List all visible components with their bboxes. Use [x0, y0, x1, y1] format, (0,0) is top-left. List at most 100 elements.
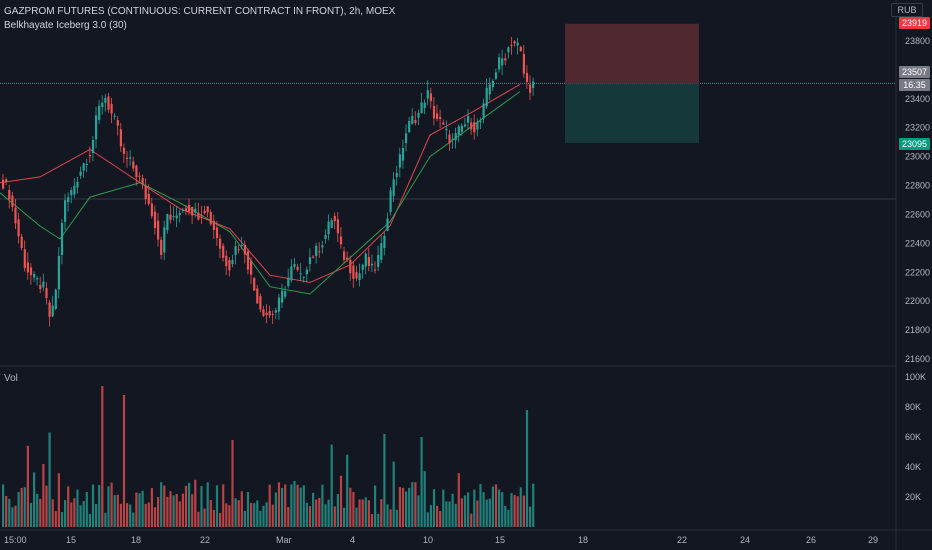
candle-body — [358, 273, 361, 280]
volume-bar — [432, 489, 436, 527]
candle-body — [107, 96, 110, 110]
volume-bar — [488, 498, 491, 527]
time-axis-label: 22 — [677, 535, 687, 545]
price-axis-label: 22400 — [905, 238, 930, 248]
candle-body — [222, 245, 225, 258]
volume-bar — [389, 509, 392, 527]
volume-bar — [271, 504, 274, 527]
candle-body — [364, 253, 367, 267]
price-axis-label: 22200 — [905, 267, 930, 277]
candle-body — [73, 185, 76, 195]
currency-label[interactable]: RUB — [891, 3, 923, 17]
candle-body — [296, 266, 299, 270]
candle-body — [95, 115, 98, 140]
volume-bar — [5, 495, 8, 527]
price-axis-label: 23400 — [905, 94, 930, 104]
volume-bar — [333, 506, 336, 527]
volume-bar — [482, 492, 485, 527]
volume-bar — [157, 497, 160, 527]
volume-bar — [42, 463, 45, 527]
candle-body — [281, 290, 284, 303]
candle-body — [246, 251, 250, 270]
candle-body — [336, 219, 339, 234]
candle-body — [498, 57, 501, 70]
candle-body — [138, 175, 141, 177]
candle-body — [60, 222, 64, 255]
price-axis-label: 22600 — [905, 209, 930, 219]
volume-bar — [429, 505, 432, 527]
volume-bar — [98, 485, 101, 527]
candle-body — [274, 310, 277, 313]
candle-body — [88, 154, 91, 157]
volume-bar — [172, 495, 175, 527]
candle-body — [178, 213, 181, 216]
volume-bar — [113, 495, 116, 527]
candle-body — [529, 84, 532, 93]
volume-bar — [293, 480, 296, 527]
candle-body — [460, 125, 463, 132]
candle-body — [339, 236, 343, 245]
volume-bar — [463, 495, 467, 527]
candle-body — [467, 116, 470, 123]
candle-body — [501, 58, 504, 66]
position-stop-zone — [565, 83, 699, 143]
volume-bar — [107, 486, 110, 527]
candle-body — [370, 263, 374, 266]
volume-bar — [296, 484, 299, 527]
candle-body — [389, 190, 392, 213]
candle-body — [470, 122, 473, 130]
candle-body — [79, 171, 82, 176]
candle-body — [476, 122, 479, 130]
position-zones[interactable] — [565, 23, 699, 143]
candle-body — [64, 200, 67, 222]
volume-bar — [110, 482, 113, 527]
candle-body — [324, 235, 327, 239]
candle-body — [432, 105, 436, 119]
candle-body — [175, 215, 178, 219]
candle-body — [51, 305, 54, 317]
candle-body — [67, 197, 70, 203]
volume-bar — [516, 496, 519, 527]
candle-body — [116, 120, 119, 126]
volume-bar — [150, 488, 153, 527]
candle-body — [225, 255, 228, 266]
volume-bar — [454, 503, 457, 527]
candle-body — [36, 278, 39, 280]
candle-body — [17, 219, 20, 237]
volume-bar — [318, 497, 321, 527]
chart-title[interactable]: GAZPROM FUTURES (CONTINUOUS: CURRENT CON… — [4, 6, 396, 17]
volume-bar — [234, 498, 237, 527]
volume-bar — [54, 511, 57, 527]
volume-bar — [126, 503, 129, 527]
candle-body — [104, 97, 107, 103]
axes[interactable]: 2380023600234002320023000228002260022400… — [4, 36, 930, 545]
volume-bar — [485, 499, 488, 527]
volume-bar — [141, 490, 144, 527]
volume-legend[interactable]: Vol — [4, 373, 18, 384]
candle-body — [259, 296, 262, 310]
moving-average-fast — [0, 91, 521, 295]
candle-body — [405, 133, 408, 144]
candle-body — [219, 238, 222, 249]
candle-body — [299, 273, 302, 275]
volume-bar — [222, 484, 225, 527]
volume-bar — [76, 489, 79, 527]
candle-body — [206, 206, 209, 213]
candle-body — [45, 288, 48, 298]
candle-body — [48, 302, 51, 317]
candle-body — [355, 272, 358, 279]
candle-body — [20, 236, 23, 249]
candle-body — [256, 288, 259, 304]
volume-bar — [160, 482, 163, 527]
indicator-legend[interactable]: Belkhayate Iceberg 3.0 (30) — [4, 20, 127, 31]
candle-body — [507, 47, 510, 53]
volume-bar — [181, 493, 184, 527]
volume-bar — [256, 500, 259, 527]
volume-bar — [39, 498, 42, 527]
volume-bar — [411, 482, 414, 527]
candle-body — [181, 209, 184, 212]
candle-body — [491, 80, 494, 87]
volume-bar — [64, 500, 67, 527]
candle-body — [349, 259, 352, 274]
